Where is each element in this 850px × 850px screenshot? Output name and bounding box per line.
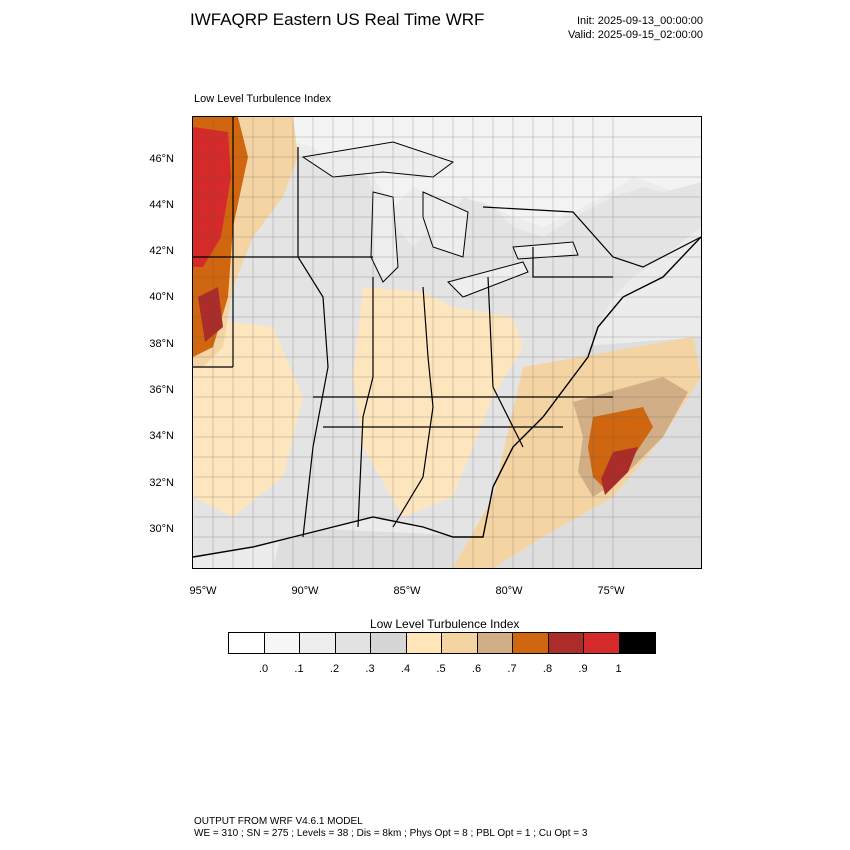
colorbar-swatch: [229, 633, 265, 653]
colorbar-swatch: [584, 633, 620, 653]
lat-label-40: 40°N: [149, 291, 174, 303]
colorbar-label: .4: [400, 663, 411, 675]
lon-label-95: 95°W: [189, 585, 217, 597]
county-grid: [193, 117, 701, 568]
time-info: Init: 2025-09-13_00:00:00 Valid: 2025-09…: [568, 14, 703, 42]
lat-label-44: 44°N: [149, 199, 174, 211]
canada-region: [233, 117, 701, 227]
west-band-4: [198, 287, 223, 342]
colorbar-swatch: [442, 633, 478, 653]
lat-label-32: 32°N: [149, 477, 174, 489]
turbulence-core-orange: [588, 407, 653, 492]
colorbar-label: .2: [329, 663, 340, 675]
coastline: [192, 236, 702, 558]
colorbar-swatch: [264, 633, 300, 653]
lon-label-75: 75°W: [597, 585, 625, 597]
colorbar-label: .0: [258, 663, 269, 675]
colorbar-label: .9: [578, 663, 588, 675]
turbulence-core-red: [601, 447, 638, 495]
colorbar-swatch: [371, 633, 407, 653]
footer-line-1: OUTPUT FROM WRF V4.6.1 MODEL: [194, 816, 363, 827]
lon-label-85: 85°W: [393, 585, 421, 597]
colorbar-swatch: [513, 633, 549, 653]
lat-label-42: 42°N: [149, 245, 174, 257]
colorbar-label: .7: [507, 663, 517, 675]
lat-label-38: 38°N: [149, 338, 174, 350]
gulf-region: [273, 527, 493, 568]
footer-line-2: WE = 310 ; SN = 275 ; Levels = 38 ; Dis …: [194, 828, 588, 839]
colorbar-swatch: [406, 633, 442, 653]
map-svg: [192, 117, 702, 568]
lon-label-90: 90°W: [291, 585, 319, 597]
colorbar-swatch: [477, 633, 513, 653]
model-footer: OUTPUT FROM WRF V4.6.1 MODEL WE = 310 ; …: [194, 816, 587, 840]
colorbar-label: .1: [294, 663, 304, 675]
lat-label-30: 30°N: [149, 523, 174, 535]
colorbar-label: .8: [542, 663, 553, 675]
colorbar-label: .3: [365, 663, 375, 675]
colorbar-swatch: [548, 633, 584, 653]
colorbar-label: .6: [471, 663, 482, 675]
chart-title: IWFAQRP Eastern US Real Time WRF: [190, 10, 485, 29]
colorbar-swatch: [619, 633, 655, 653]
state-borders: [193, 117, 702, 538]
init-time: Init: 2025-09-13_00:00:00: [577, 15, 703, 27]
lat-label-36: 36°N: [149, 384, 174, 396]
lake-huron: [422, 191, 469, 258]
map-panel: [192, 116, 702, 569]
colorbar: [228, 632, 656, 654]
lat-label-34: 34°N: [149, 430, 174, 442]
colorbar-label: 1: [615, 663, 622, 675]
colorbar-swatch: [335, 633, 371, 653]
valid-time: Valid: 2025-09-15_02:00:00: [568, 29, 703, 41]
colorbar-label: .5: [436, 663, 446, 675]
field-label: Low Level Turbulence Index: [194, 93, 331, 105]
lon-label-80: 80°W: [495, 585, 523, 597]
lat-label-46: 46°N: [149, 153, 174, 165]
colorbar-swatch: [300, 633, 336, 653]
turbulence-band-tan: [353, 287, 523, 517]
colorbar-title: Low Level Turbulence Index: [370, 617, 520, 631]
